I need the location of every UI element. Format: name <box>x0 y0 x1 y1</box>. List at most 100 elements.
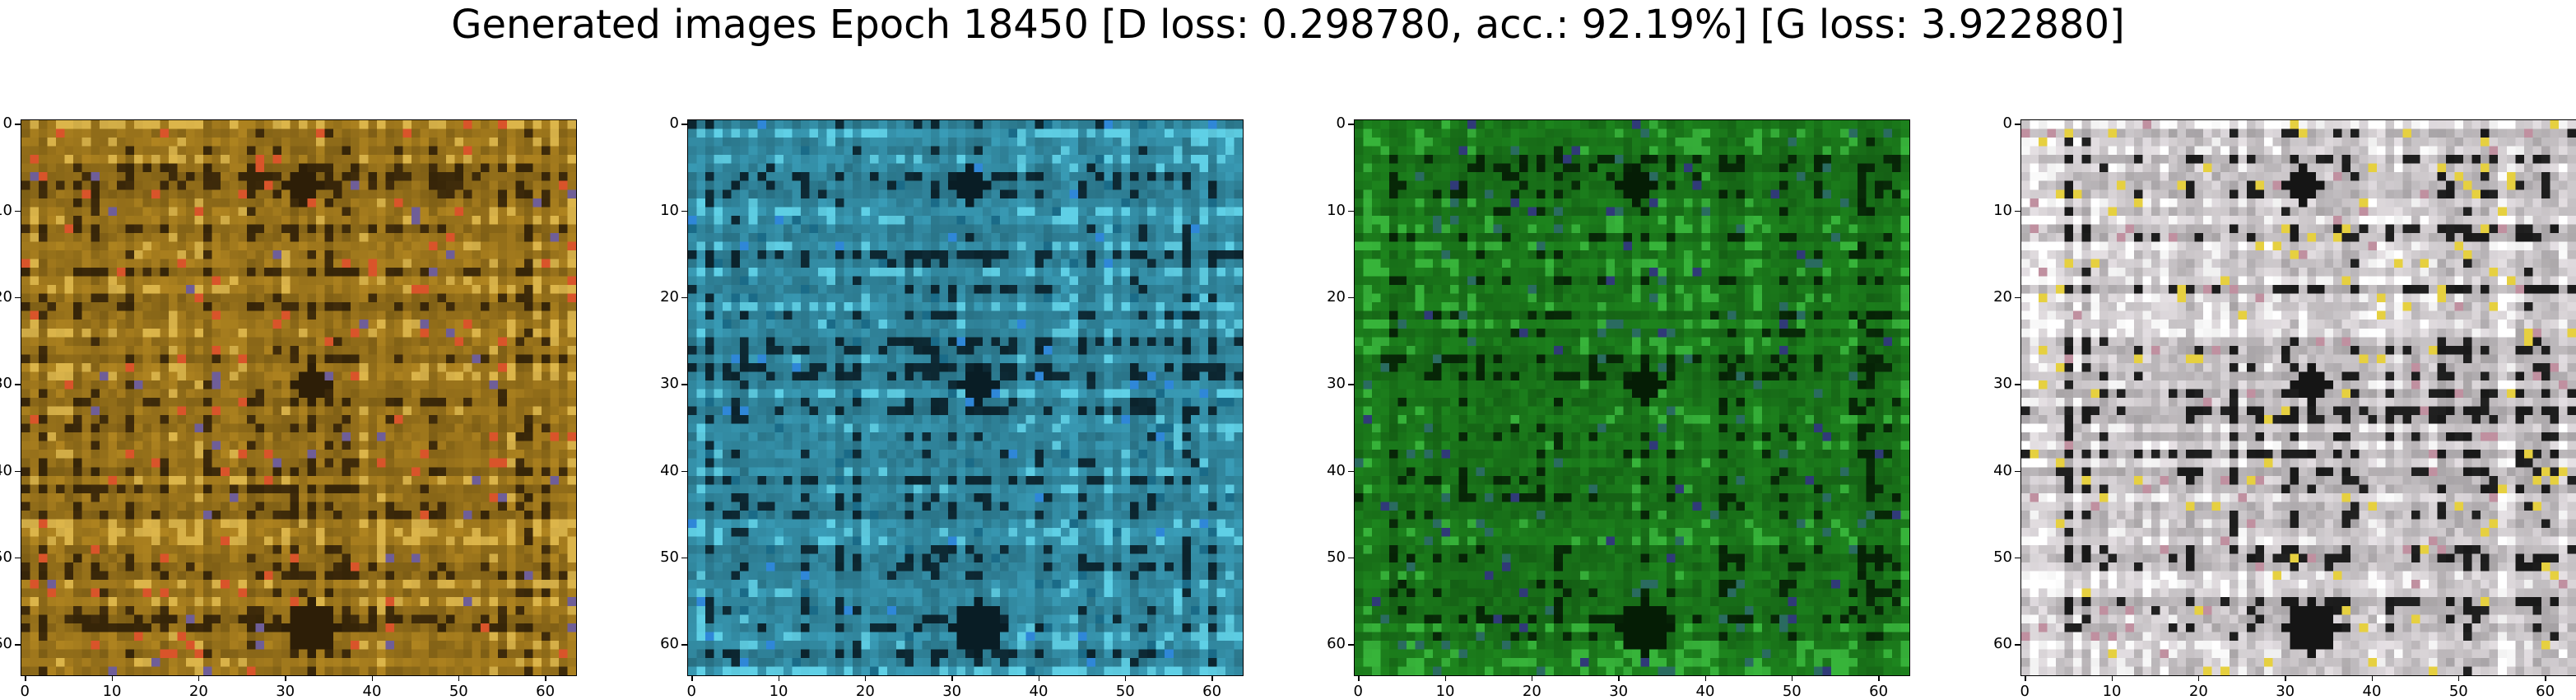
y-tick-label: 30 <box>659 376 679 391</box>
x-tick-label: 40 <box>1030 684 1048 699</box>
x-tick-label: 30 <box>276 684 294 699</box>
x-tick <box>545 675 546 681</box>
y-tick <box>2015 211 2020 212</box>
y-tick-label: 40 <box>0 464 12 478</box>
y-tick <box>2015 297 2020 299</box>
image-panel-2: 0 10 20 30 40 50 60 0 10 20 30 40 50 60 <box>687 119 1247 679</box>
y-tick <box>15 384 21 385</box>
x-tick-label: 20 <box>189 684 207 699</box>
y-tick-label: 60 <box>659 637 679 651</box>
x-tick-label: 0 <box>1349 684 1367 699</box>
image-panel-1: 0 10 20 30 40 50 60 0 10 20 30 40 50 60 <box>21 119 580 679</box>
y-tick-label: 0 <box>1992 116 2012 131</box>
y-tick <box>1348 124 1354 125</box>
y-tick-label: 60 <box>0 637 12 651</box>
y-tick-label: 10 <box>1326 203 1346 218</box>
x-tick-label: 30 <box>1609 684 1627 699</box>
x-tick <box>2285 675 2286 681</box>
y-tick <box>2015 558 2020 559</box>
y-tick-label: 40 <box>1326 464 1346 478</box>
x-tick <box>691 675 693 681</box>
x-tick-label: 0 <box>2016 684 2034 699</box>
x-tick <box>1792 675 1793 681</box>
y-tick-label: 20 <box>659 290 679 305</box>
x-tick <box>2545 675 2546 681</box>
x-tick <box>1211 675 1213 681</box>
x-tick-label: 10 <box>103 684 121 699</box>
x-tick-label: 10 <box>2103 684 2121 699</box>
x-tick-label: 10 <box>770 684 788 699</box>
x-tick-label: 40 <box>2363 684 2381 699</box>
x-tick-label: 30 <box>942 684 960 699</box>
y-tick <box>1348 558 1354 559</box>
image-panel-4: 0 10 20 30 40 50 60 0 10 20 30 40 50 60 <box>2020 119 2576 679</box>
x-tick <box>2372 675 2374 681</box>
x-tick-label: 20 <box>2189 684 2207 699</box>
y-tick <box>15 471 21 473</box>
x-tick <box>1358 675 1360 681</box>
y-tick <box>681 211 687 212</box>
y-tick <box>681 558 687 559</box>
x-tick-label: 60 <box>1202 684 1221 699</box>
x-tick <box>779 675 780 681</box>
x-tick <box>1878 675 1880 681</box>
y-tick <box>681 644 687 646</box>
x-tick-label: 50 <box>1116 684 1134 699</box>
y-tick-label: 40 <box>659 464 679 478</box>
y-tick-label: 0 <box>0 116 12 131</box>
y-tick-label: 50 <box>1326 550 1346 565</box>
y-tick <box>1348 644 1354 646</box>
x-tick <box>285 675 286 681</box>
y-tick <box>2015 644 2020 646</box>
y-tick <box>15 558 21 559</box>
figure-title: Generated images Epoch 18450 [D loss: 0.… <box>0 0 2576 49</box>
y-tick <box>681 384 687 385</box>
x-tick <box>2198 675 2200 681</box>
x-tick <box>2025 675 2026 681</box>
x-tick <box>1532 675 1533 681</box>
generated-image-3 <box>1354 119 1910 676</box>
y-tick <box>2015 124 2020 125</box>
x-tick-label: 20 <box>1523 684 1541 699</box>
generated-image-2 <box>687 119 1244 676</box>
y-tick-label: 30 <box>1992 376 2012 391</box>
x-tick <box>2112 675 2113 681</box>
y-tick-label: 20 <box>1992 290 2012 305</box>
y-tick-label: 10 <box>659 203 679 218</box>
y-tick-label: 50 <box>1992 550 2012 565</box>
y-tick-label: 0 <box>1326 116 1346 131</box>
y-tick-label: 10 <box>0 203 12 218</box>
x-tick-label: 60 <box>536 684 554 699</box>
y-tick <box>2015 384 2020 385</box>
y-tick <box>1348 384 1354 385</box>
y-tick-label: 50 <box>659 550 679 565</box>
generated-image-4 <box>2020 119 2576 676</box>
x-tick <box>1618 675 1620 681</box>
x-tick <box>198 675 200 681</box>
y-tick-label: 40 <box>1992 464 2012 478</box>
y-tick-label: 0 <box>659 116 679 131</box>
y-tick <box>681 297 687 299</box>
x-tick-label: 40 <box>1696 684 1714 699</box>
y-tick <box>15 211 21 212</box>
y-tick-label: 60 <box>1992 637 2012 651</box>
y-tick <box>681 471 687 473</box>
y-tick <box>15 644 21 646</box>
x-tick <box>112 675 114 681</box>
y-tick <box>2015 471 2020 473</box>
y-tick <box>15 297 21 299</box>
x-tick-label: 0 <box>682 684 700 699</box>
x-tick-label: 10 <box>1436 684 1454 699</box>
y-tick-label: 20 <box>1326 290 1346 305</box>
y-tick <box>1348 211 1354 212</box>
x-tick-label: 60 <box>2536 684 2554 699</box>
y-tick-label: 50 <box>0 550 12 565</box>
y-tick <box>681 124 687 125</box>
y-tick-label: 10 <box>1992 203 2012 218</box>
x-tick-label: 60 <box>1869 684 1887 699</box>
x-tick <box>2458 675 2460 681</box>
x-tick-label: 20 <box>856 684 874 699</box>
x-tick <box>25 675 26 681</box>
x-tick <box>458 675 460 681</box>
y-tick <box>1348 471 1354 473</box>
